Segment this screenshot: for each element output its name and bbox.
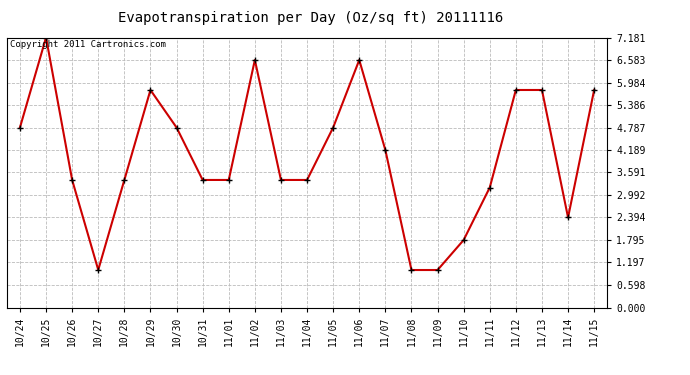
Text: Evapotranspiration per Day (Oz/sq ft) 20111116: Evapotranspiration per Day (Oz/sq ft) 20… (118, 11, 503, 25)
Text: Copyright 2011 Cartronics.com: Copyright 2011 Cartronics.com (10, 40, 166, 49)
